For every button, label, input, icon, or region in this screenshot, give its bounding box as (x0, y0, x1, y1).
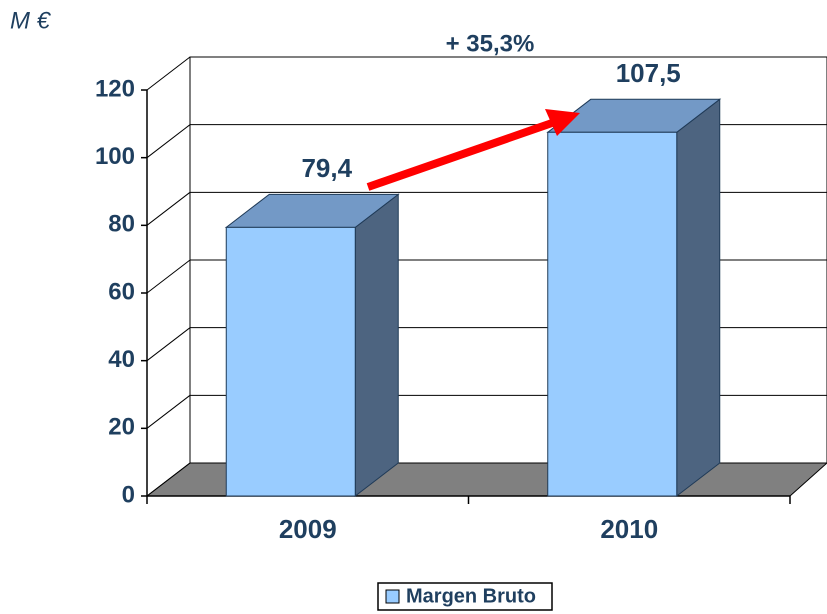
y-tick-label: 20 (108, 414, 135, 441)
value-label: 79,4 (301, 153, 352, 183)
grid-line-side (146, 394, 191, 429)
y-tick-label: 120 (95, 75, 135, 102)
grid-line-side (146, 191, 191, 226)
grid-line-side (146, 124, 191, 159)
bar (224, 193, 400, 498)
y-tick-label: 80 (108, 211, 135, 238)
arrow-head (545, 109, 580, 136)
bar (546, 98, 722, 498)
legend-box (377, 582, 553, 611)
grid-line-side (146, 327, 191, 362)
grid-line-side (146, 259, 191, 294)
x-tick-label: 2010 (600, 514, 658, 544)
arrow-shaft (366, 119, 554, 191)
x-tick-label: 2009 (279, 514, 337, 544)
y-tick-label: 0 (122, 481, 135, 508)
bar-front (225, 226, 356, 497)
annotation: + 35,3% (446, 30, 535, 57)
y-tick-label: 40 (108, 346, 135, 373)
y-tick-label: 60 (108, 278, 135, 305)
y-tick-label: 100 (95, 143, 135, 170)
unit-label: M € (10, 7, 52, 34)
legend-swatch (385, 589, 400, 604)
grid-line-side (146, 462, 191, 497)
legend: Margen Bruto (377, 582, 553, 611)
bar-side (354, 193, 399, 498)
growth-arrow (366, 109, 580, 191)
bar-front (547, 131, 678, 497)
value-label: 107,5 (616, 58, 681, 88)
legend-label: Margen Bruto (406, 585, 536, 607)
bar-side (676, 98, 721, 498)
grid-line-side (146, 56, 191, 91)
plot-area: 0 20 40 60 80 100 120 2009 79,4 2010 107,5 (95, 56, 827, 544)
